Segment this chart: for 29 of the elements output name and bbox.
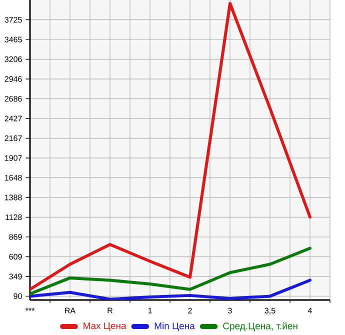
y-tick-label: 1128 [6,214,22,220]
legend-label: Сред.Цена, т.йен [223,322,298,332]
x-tick-label: 4 [308,308,312,314]
y-tick-label: 2946 [4,76,22,82]
x-tick-label: 1 [148,308,152,314]
x-tick-label: 3 [228,308,232,314]
y-tick-label: 1648 [5,174,22,181]
y-tick-label: 349 [9,274,22,280]
y-tick-label: 2427 [4,116,22,122]
x-tick-label: R [108,308,113,314]
legend-label: Max Цена [84,322,126,331]
y-tick-label: 1388 [5,194,22,200]
y-tick-label: 1907 [5,155,22,161]
x-tick-label: 2 [188,308,192,314]
x-tick-label: 3,5 [264,308,276,314]
y-tick-label: 90 [14,293,22,300]
x-tick-label: *** [25,308,35,311]
y-tick-label: 609 [9,254,22,260]
y-tick-label: 3725 [4,16,22,23]
line-series [30,246,312,296]
line-series [30,278,312,300]
y-tick-label: 2167 [4,135,22,142]
y-tick-label: 3465 [4,36,22,42]
x-tick-label: RA [65,308,76,314]
line-series [30,2,312,291]
legend-label: Min Цена [154,322,195,332]
y-tick-label: 869 [9,234,22,240]
y-tick-label: 3206 [4,56,22,62]
y-tick-label: 2686 [4,96,22,102]
